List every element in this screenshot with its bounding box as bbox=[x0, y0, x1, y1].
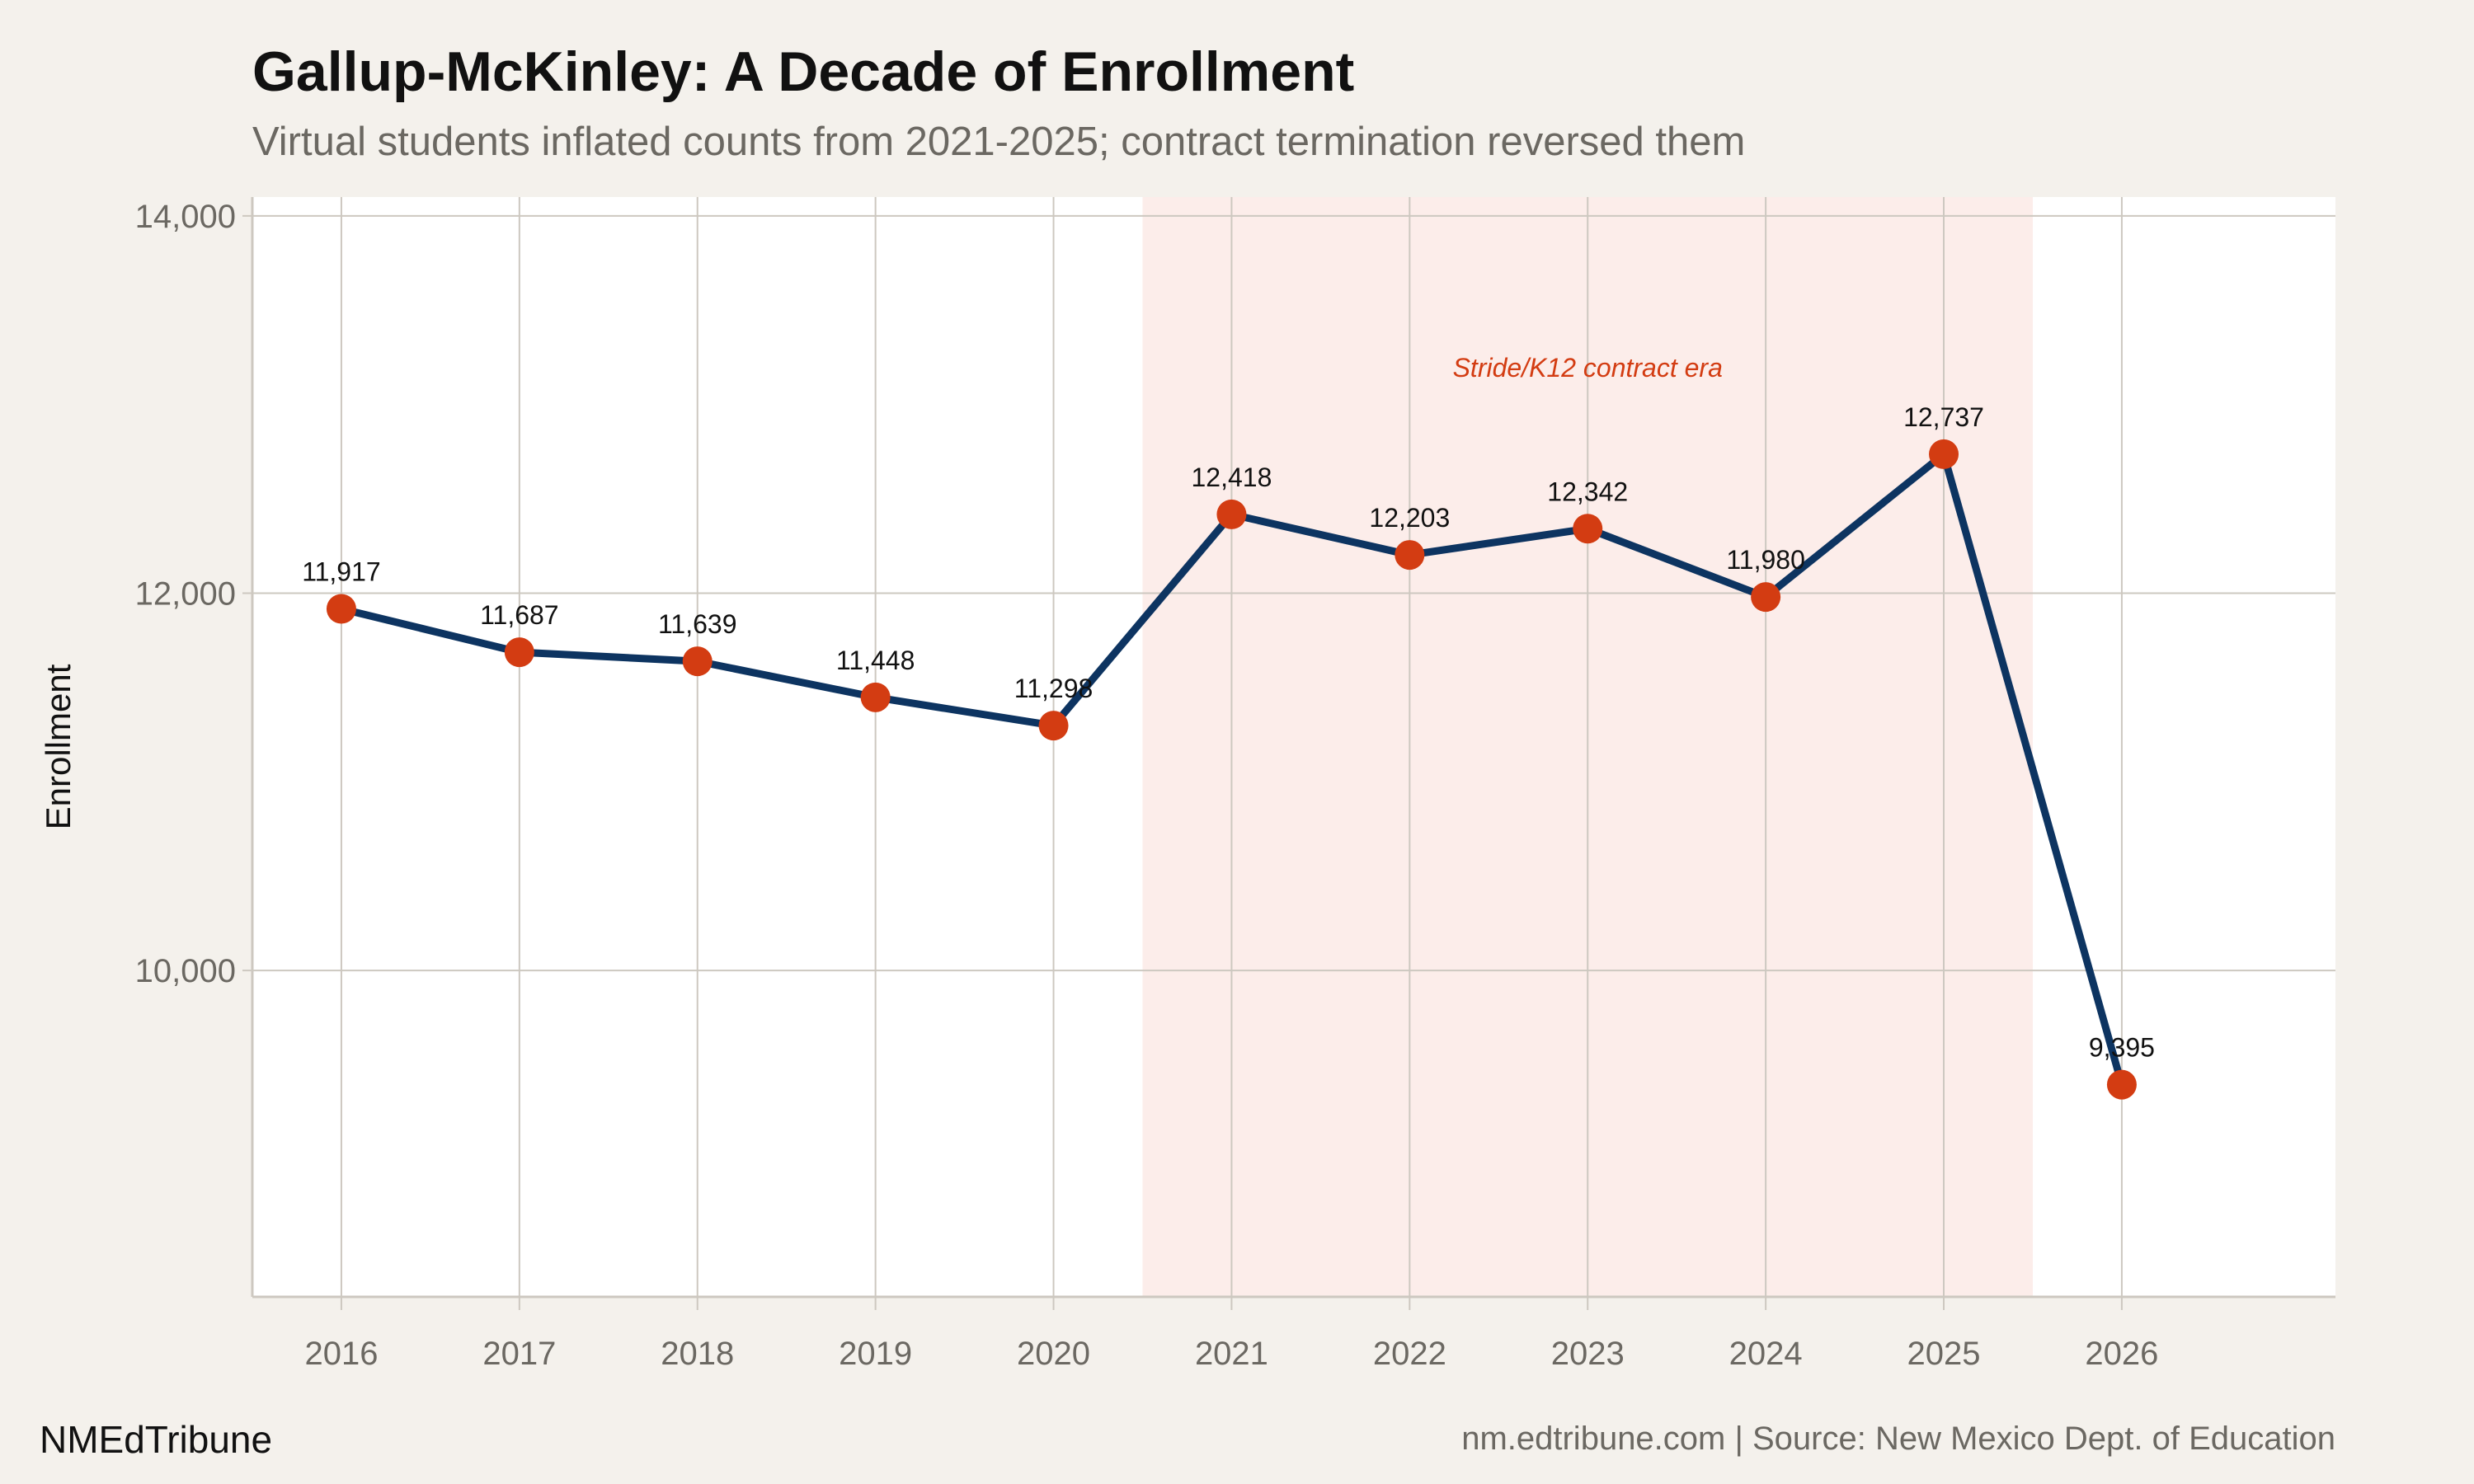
data-label: 12,418 bbox=[1191, 463, 1272, 492]
x-tick-label: 2024 bbox=[1729, 1336, 1803, 1372]
chart-subtitle: Virtual students inflated counts from 20… bbox=[252, 120, 1745, 164]
y-tick-label: 12,000 bbox=[135, 576, 236, 613]
x-tick-label: 2021 bbox=[1195, 1336, 1268, 1372]
brand-logo-text: NMEdTribune bbox=[40, 1418, 272, 1461]
data-point bbox=[1929, 439, 1959, 469]
x-tick-label: 2026 bbox=[2085, 1336, 2158, 1372]
data-point bbox=[1751, 582, 1781, 613]
shaded-region-label: Stride/K12 contract era bbox=[1453, 353, 1723, 383]
data-label: 11,639 bbox=[658, 609, 737, 639]
data-label: 12,737 bbox=[1903, 402, 1984, 432]
data-label: 11,298 bbox=[1014, 674, 1094, 703]
data-label: 11,687 bbox=[480, 600, 559, 630]
data-point bbox=[860, 682, 891, 712]
data-label: 11,980 bbox=[1726, 545, 1805, 575]
chart-title: Gallup-McKinley: A Decade of Enrollment bbox=[252, 40, 1354, 103]
x-tick-label: 2019 bbox=[839, 1336, 912, 1372]
data-point bbox=[326, 594, 356, 624]
x-tick-label: 2016 bbox=[304, 1336, 378, 1372]
x-tick-label: 2017 bbox=[482, 1336, 556, 1372]
data-point bbox=[1573, 514, 1603, 544]
data-label: 12,342 bbox=[1547, 477, 1628, 506]
data-point bbox=[1216, 499, 1247, 529]
x-tick-label: 2025 bbox=[1907, 1336, 1981, 1372]
source-caption: nm.edtribune.com | Source: New Mexico De… bbox=[1461, 1421, 2335, 1457]
y-tick-label: 10,000 bbox=[135, 953, 236, 989]
data-point bbox=[504, 637, 534, 668]
y-axis-label: Enrollment bbox=[39, 664, 78, 829]
data-point bbox=[1038, 711, 1069, 741]
x-tick-label: 2022 bbox=[1373, 1336, 1446, 1372]
data-point bbox=[682, 646, 713, 677]
x-tick-label: 2020 bbox=[1017, 1336, 1090, 1372]
data-label: 11,448 bbox=[836, 646, 915, 675]
data-label: 12,203 bbox=[1369, 503, 1450, 533]
y-tick-label: 14,000 bbox=[135, 199, 236, 235]
data-label: 9,395 bbox=[2089, 1033, 2155, 1063]
data-label: 11,917 bbox=[302, 557, 381, 587]
x-tick-label: 2018 bbox=[661, 1336, 734, 1372]
data-point bbox=[1395, 540, 1425, 571]
x-tick-label: 2023 bbox=[1551, 1336, 1625, 1372]
data-point bbox=[2106, 1069, 2137, 1100]
